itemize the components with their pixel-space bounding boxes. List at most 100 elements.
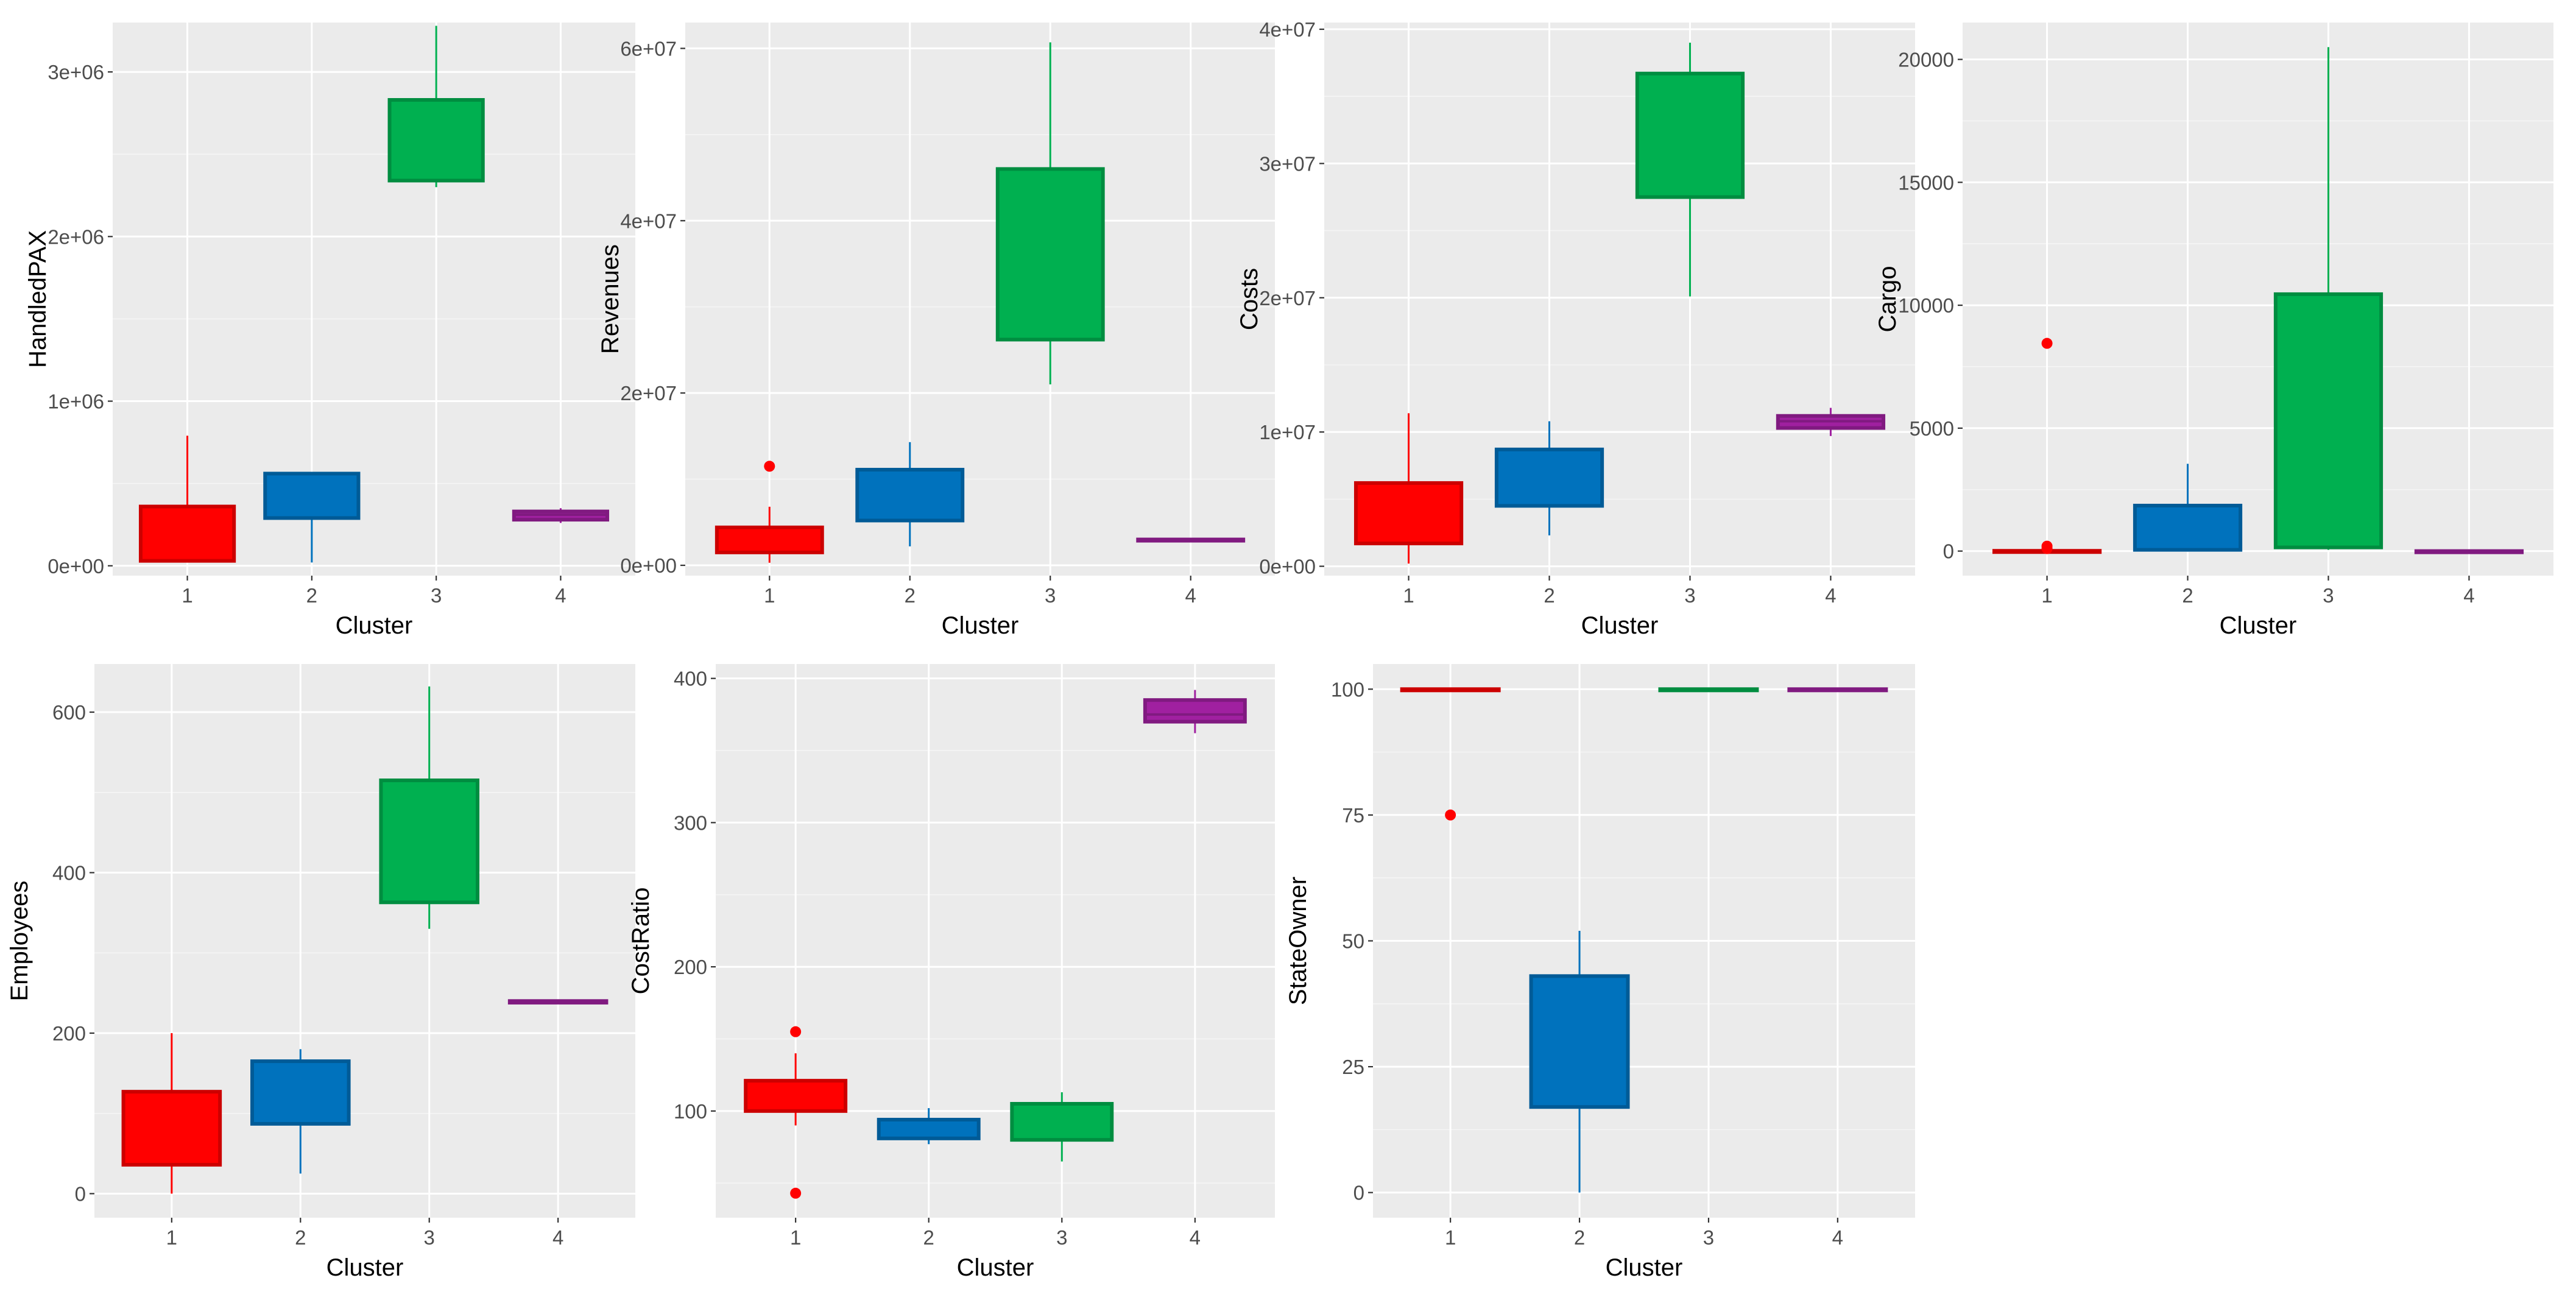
- x-tick-label: 1: [2041, 584, 2052, 607]
- x-tick-label: 3: [1703, 1226, 1714, 1249]
- box-cluster-4: [2414, 549, 2524, 554]
- panel-background: [716, 664, 1275, 1218]
- box-cluster-2: [855, 442, 965, 546]
- outlier-point: [790, 1187, 802, 1199]
- y-tick-label: 1e+07: [1259, 421, 1316, 443]
- x-tick-label: 4: [555, 584, 566, 607]
- y-tick-label: 4e+07: [620, 210, 677, 232]
- x-tick-label: 3: [1684, 584, 1695, 607]
- panel-handledpax: 0e+00 1e+06 2e+06 3e+06 1 2 3 4 Cluster HandledPA…: [24, 23, 635, 639]
- iqr-box: [877, 1118, 981, 1140]
- x-tick-label: 1: [1445, 1226, 1456, 1249]
- x-tick-label: 3: [431, 584, 442, 607]
- box-cluster-2: [250, 1049, 351, 1174]
- iqr-box: [1494, 447, 1604, 508]
- y-axis-title: CostRatio: [627, 888, 654, 995]
- y-tick-label: 2e+07: [1259, 287, 1316, 309]
- y-tick-label: 4e+07: [1259, 18, 1316, 41]
- box-cluster-4: [1776, 408, 1886, 436]
- y-axis-title: Costs: [1236, 268, 1263, 330]
- iqr-box: [1143, 698, 1247, 724]
- y-tick-label: 0e+00: [48, 555, 104, 577]
- x-tick-label: 2: [2182, 584, 2193, 607]
- box-cluster-2: [877, 1108, 981, 1145]
- y-tick-label: 25: [1342, 1056, 1364, 1078]
- x-tick-label: 4: [1190, 1226, 1201, 1249]
- y-tick-label: 1e+06: [48, 390, 104, 413]
- x-tick-label: 2: [1544, 584, 1554, 607]
- x-tick-label: 3: [1056, 1226, 1067, 1249]
- x-axis-title: Cluster: [2220, 612, 2297, 639]
- box-cluster-1: [715, 461, 824, 563]
- outlier-point: [2041, 543, 2053, 554]
- y-tick-label: 200: [674, 956, 707, 978]
- y-tick-label: 3e+07: [1259, 152, 1316, 175]
- x-tick-label: 3: [2323, 584, 2334, 607]
- iqr-box: [2273, 292, 2384, 549]
- outlier-point: [790, 1026, 802, 1037]
- x-tick-label: 1: [182, 584, 192, 607]
- box-cluster-4: [512, 508, 610, 523]
- box-cluster-4: [1787, 687, 1888, 693]
- y-tick-label: 100: [674, 1100, 707, 1123]
- y-tick-label: 20000: [1898, 49, 1954, 71]
- y-tick-label: 50: [1342, 930, 1364, 953]
- y-tick-label: 75: [1342, 804, 1364, 827]
- iqr-box: [1529, 974, 1630, 1109]
- x-tick-label: 1: [1403, 584, 1414, 607]
- x-tick-label: 1: [790, 1226, 801, 1249]
- y-axis-title: HandledPAX: [24, 230, 51, 368]
- box-cluster-3: [379, 686, 480, 929]
- y-tick-label: 0: [1353, 1182, 1364, 1204]
- panel-revenues: 0e+00 2e+07 4e+07 6e+07 1 2 3 4 Cluster Revenues: [597, 23, 1275, 639]
- x-axis-title: Cluster: [326, 1254, 404, 1281]
- box-cluster-2: [1529, 930, 1630, 1193]
- y-tick-label: 15000: [1898, 171, 1954, 194]
- box-cluster-1: [1400, 687, 1501, 821]
- y-tick-label: 0: [1943, 540, 1954, 563]
- y-tick-label: 2e+07: [620, 382, 677, 404]
- box-cluster-1: [744, 1026, 848, 1199]
- box-cluster-1: [121, 1033, 222, 1194]
- x-tick-label: 3: [424, 1226, 435, 1249]
- box-cluster-2: [263, 471, 361, 563]
- iqr-box: [379, 779, 480, 905]
- y-tick-label: 0e+00: [620, 554, 677, 577]
- y-tick-label: 10000: [1898, 294, 1954, 317]
- box-cluster-2: [2133, 464, 2243, 552]
- x-tick-label: 2: [923, 1226, 934, 1249]
- iqr-box: [387, 98, 485, 183]
- y-tick-label: 0e+00: [1259, 556, 1316, 578]
- y-tick-label: 6e+07: [620, 37, 677, 60]
- x-axis-title: Cluster: [942, 612, 1019, 639]
- y-tick-label: 200: [52, 1022, 86, 1045]
- y-tick-label: 2e+06: [48, 225, 104, 248]
- box-cluster-4: [507, 999, 609, 1005]
- x-tick-label: 2: [295, 1226, 306, 1249]
- y-axis-title: Cargo: [1874, 266, 1901, 333]
- panel-background: [1963, 23, 2553, 576]
- iqr-box: [1010, 1101, 1114, 1142]
- box-cluster-4: [1143, 690, 1247, 733]
- x-tick-label: 4: [1825, 584, 1836, 607]
- y-tick-label: 100: [1331, 678, 1364, 701]
- y-tick-label: 400: [52, 862, 86, 885]
- panel-background: [113, 23, 635, 576]
- box-cluster-4: [1136, 537, 1246, 543]
- iqr-box: [715, 525, 824, 554]
- iqr-box: [138, 504, 236, 563]
- x-tick-label: 1: [166, 1226, 177, 1249]
- box-cluster-3: [2273, 47, 2384, 550]
- panel-costs: 0e+00 1e+07 2e+07 3e+07 4e+07 1 2 3 4 Cluster Cost…: [1236, 18, 1915, 639]
- iqr-box: [1353, 481, 1464, 546]
- outlier-point: [2041, 337, 2053, 349]
- x-tick-label: 4: [2463, 584, 2474, 607]
- panel-employees: 0 200 400 600 1 2 3 4 Cluster Employees: [6, 664, 635, 1281]
- box-cluster-3: [995, 42, 1105, 385]
- panel-stateowner: 0 25 50 75 100 1 2 3 4 Cluster StateOwner: [1285, 664, 1915, 1281]
- y-tick-label: 400: [674, 668, 707, 690]
- iqr-box: [995, 167, 1105, 342]
- x-tick-label: 2: [905, 584, 916, 607]
- iqr-box: [250, 1059, 351, 1126]
